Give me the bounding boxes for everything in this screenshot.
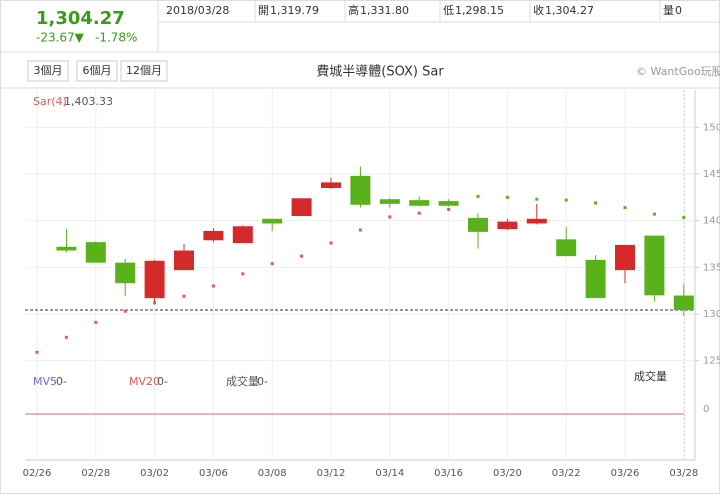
candle-body: [232, 226, 253, 244]
sar-dot: [329, 241, 333, 245]
candle-body: [350, 175, 371, 205]
volume-legend-value: 0-: [157, 375, 168, 388]
copyright: © WantGoo玩股網: [636, 64, 720, 78]
sar-dot: [153, 301, 157, 305]
sar-dot: [417, 211, 421, 215]
sar-dot: [94, 320, 98, 324]
range-button[interactable]: [27, 60, 69, 82]
x-tick-label: 03/06: [199, 468, 228, 479]
x-tick-label: 02/28: [81, 468, 110, 479]
sar-dot: [388, 215, 392, 219]
x-tick-label: 03/08: [258, 468, 287, 479]
candle-body: [585, 259, 606, 299]
price: 1,304.27: [36, 8, 125, 29]
volume-legend-value: 0-: [56, 375, 67, 388]
y-tick-label: 1450: [703, 169, 720, 180]
candle-body: [468, 217, 488, 232]
sar-dot: [123, 309, 127, 313]
candle-body: [644, 235, 665, 296]
sar-dot: [64, 335, 68, 339]
candle-body: [85, 242, 106, 263]
candle-body: [174, 250, 194, 271]
candle-body: [615, 244, 635, 271]
volume-tick-label: 0: [703, 404, 709, 415]
sar-dot: [594, 201, 598, 205]
field-value: 1,319.79: [270, 4, 319, 17]
range-button-label[interactable]: 12個月: [126, 64, 162, 77]
sar-dot: [682, 216, 686, 220]
x-tick-label: 03/12: [317, 468, 346, 479]
range-button[interactable]: [76, 60, 118, 82]
range-button-label[interactable]: 3個月: [34, 64, 63, 77]
field-label: 收: [533, 3, 544, 17]
candle-body: [526, 218, 547, 224]
range-button-label[interactable]: 6個月: [83, 64, 112, 77]
candle-body: [497, 221, 518, 230]
field-label: 量: [663, 4, 674, 17]
sar-dot: [623, 206, 627, 210]
sar-dot: [270, 262, 274, 266]
sar-dot: [535, 197, 539, 201]
volume-label: 成交量: [634, 369, 667, 383]
sar-dot: [182, 294, 186, 298]
x-tick-label: 03/02: [140, 468, 169, 479]
x-tick-label: 03/20: [493, 468, 522, 479]
candle-body: [556, 239, 577, 257]
sar-dot: [564, 198, 568, 202]
candle-body: [673, 295, 694, 311]
candle-body: [115, 262, 136, 284]
field-value: 1,298.15: [455, 4, 504, 17]
x-tick-label: 03/28: [669, 468, 698, 479]
x-tick-label: 03/16: [434, 468, 463, 479]
sar-dot: [652, 212, 656, 216]
field-value: 1,331.80: [360, 4, 409, 17]
sar-dot: [505, 195, 509, 199]
candle-body: [438, 201, 459, 206]
percent: -1.78%: [95, 31, 137, 45]
field-value: 0: [675, 4, 682, 17]
y-tick-label: 1300: [703, 309, 720, 320]
date: 2018/03/28: [166, 4, 229, 17]
range-button[interactable]: [120, 60, 168, 82]
y-tick-label: 1400: [703, 216, 720, 227]
volume-legend: MV5: [33, 375, 57, 388]
candle-body: [379, 199, 400, 204]
candle-body: [56, 246, 77, 251]
x-tick-label: 03/26: [611, 468, 640, 479]
candle-body: [409, 200, 430, 206]
candle-body: [144, 260, 165, 299]
change: -23.67▼: [36, 31, 85, 45]
volume-legend: MV20: [129, 375, 160, 388]
y-tick-label: 1350: [703, 262, 720, 273]
x-tick-label: 03/22: [552, 468, 581, 479]
sar-legend-value: 1,403.33: [64, 95, 113, 108]
field-label: 低: [443, 4, 454, 17]
sar-dot: [300, 254, 304, 258]
x-tick-label: 03/14: [375, 468, 404, 479]
volume-legend: 成交量: [226, 374, 259, 388]
field-value: 1,304.27: [545, 4, 594, 17]
sar-dot: [447, 207, 451, 211]
sar-dot: [241, 272, 245, 276]
x-tick-label: 02/26: [23, 468, 52, 479]
y-tick-label: 1250: [703, 356, 720, 367]
sar-dot: [35, 350, 39, 354]
candle-body: [321, 182, 341, 188]
sar-legend: Sar(4): [33, 95, 67, 108]
sar-dot: [476, 194, 480, 198]
candle-body: [203, 230, 224, 241]
candle-body: [291, 198, 312, 216]
field-label: 高: [348, 3, 359, 17]
field-label: 開: [258, 4, 269, 17]
volume-legend-value: 0-: [257, 375, 268, 388]
sar-dot: [358, 228, 362, 232]
chart-title: 費城半導體(SOX) Sar: [316, 65, 444, 80]
candle-body: [262, 218, 283, 224]
sar-dot: [211, 284, 215, 288]
